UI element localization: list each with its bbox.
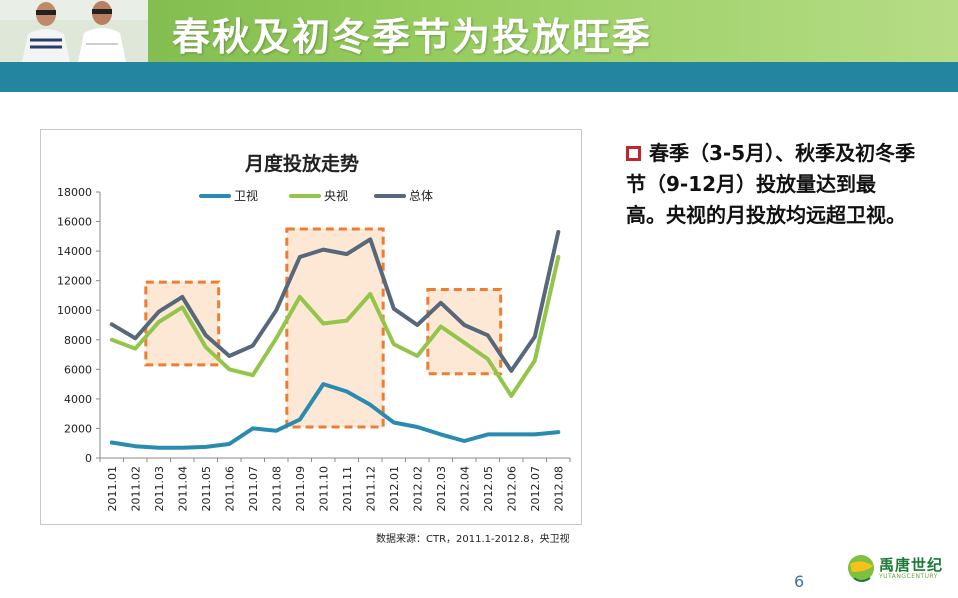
x-tick-label: 2011.02: [129, 466, 142, 512]
x-tick-label: 2011.10: [317, 466, 330, 512]
y-tick-label: 4000: [64, 393, 92, 406]
legend-label: 总体: [409, 189, 433, 203]
y-tick-label: 2000: [64, 422, 92, 435]
header-stripe: [0, 62, 958, 92]
y-tick-label: 10000: [57, 304, 92, 317]
x-tick-label: 2011.09: [294, 466, 307, 512]
x-tick-label: 2012.02: [411, 466, 424, 512]
series-line-卫视: [109, 382, 561, 450]
series-line-央视: [109, 255, 561, 398]
legend-label: 央视: [324, 188, 348, 203]
x-tick-label: 2011.08: [270, 466, 283, 512]
y-tick-label: 12000: [57, 275, 92, 288]
source-note: 数据来源：CTR，2011.1-2012.8，央卫视: [376, 534, 570, 545]
header-photo: [0, 0, 148, 62]
page-number: 6: [794, 572, 805, 591]
x-tick-label: 2011.04: [176, 466, 189, 512]
line-chart: 0 2000 4000 6000 8000 10000 12000 14000 16000 180…: [57, 152, 571, 512]
x-tick-label: 2012.06: [505, 466, 518, 512]
series-line-总体: [109, 229, 561, 373]
logo-text: 禹唐世纪: [879, 556, 944, 574]
y-tick-label: 18000: [57, 186, 92, 199]
logo-subtext: YUTANGCENTURY: [879, 573, 938, 580]
header-banner: [0, 0, 958, 62]
x-tick-label: 2012.03: [435, 466, 448, 512]
x-tick-label: 2012.01: [388, 466, 401, 512]
y-tick-label: 14000: [57, 245, 92, 258]
x-tick-label: 2011.01: [106, 466, 119, 512]
x-tick-label: 2012.08: [552, 466, 565, 512]
key-insight-text: 春季（3-5月）、秋季及初冬季节（9-12月）投放量达到最高。央视的月投放均远超…: [626, 141, 916, 227]
y-tick-label: 8000: [64, 334, 92, 347]
x-tick-label: 2011.11: [341, 466, 354, 512]
x-tick-label: 2011.12: [364, 466, 377, 512]
legend-label: 卫视: [234, 188, 258, 203]
x-tick-label: 2012.05: [482, 466, 495, 512]
x-tick-label: 2011.06: [223, 466, 236, 512]
x-tick-label: 2012.07: [529, 466, 542, 512]
highlight-box: [285, 227, 385, 429]
y-tick-label: 0: [85, 452, 92, 465]
chart-frame: 0 2000 4000 6000 8000 10000 12000 14000 16000 180…: [40, 129, 582, 525]
x-tick-label: 2012.04: [458, 466, 471, 512]
x-tick-label: 2011.03: [153, 466, 166, 512]
company-logo: 禹唐世纪 YUTANGCENTURY: [846, 550, 946, 590]
key-insight: 春季（3-5月）、秋季及初冬季节（9-12月）投放量达到最高。央视的月投放均远超…: [626, 138, 916, 231]
square-bullet-icon: [626, 146, 641, 161]
people-photo-image: [0, 0, 148, 62]
y-tick-label: 6000: [64, 363, 92, 376]
chart-title: 月度投放走势: [244, 152, 359, 175]
page-title: 春秋及初冬季节为投放旺季: [172, 15, 653, 59]
logo-ball-icon: [848, 555, 874, 582]
x-tick-label: 2011.07: [247, 466, 260, 512]
y-tick-label: 16000: [57, 216, 92, 229]
x-tick-label: 2011.05: [200, 466, 213, 512]
